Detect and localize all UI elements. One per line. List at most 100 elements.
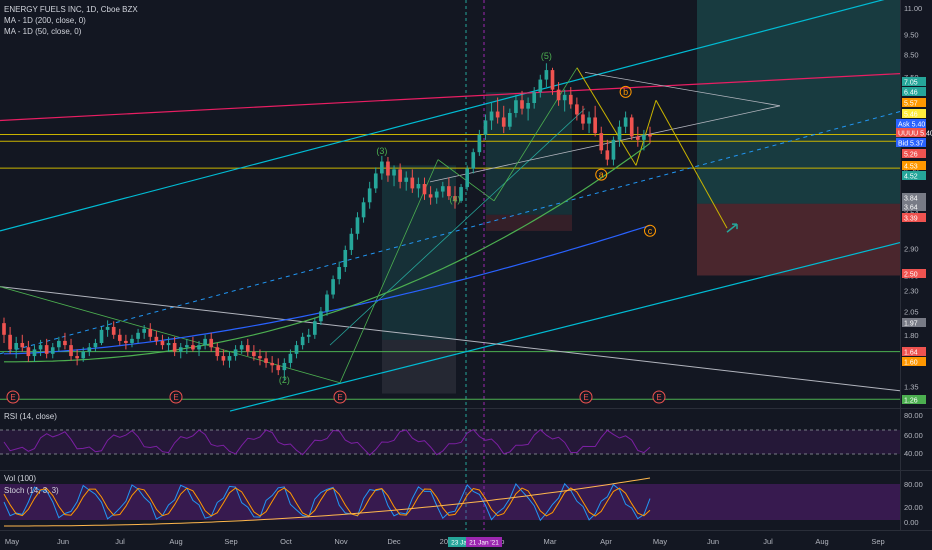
candle-body[interactable] bbox=[178, 347, 183, 352]
candle-body[interactable] bbox=[495, 111, 500, 118]
candle-body[interactable] bbox=[38, 345, 43, 350]
candle-body[interactable] bbox=[593, 117, 597, 134]
earnings-marker[interactable] bbox=[333, 390, 347, 404]
candle-body[interactable] bbox=[221, 356, 226, 361]
candle-body[interactable] bbox=[447, 186, 451, 197]
candle-body[interactable] bbox=[471, 152, 476, 169]
candle-body[interactable] bbox=[483, 120, 488, 135]
candle-body[interactable] bbox=[136, 332, 140, 339]
candle-body[interactable] bbox=[93, 343, 98, 348]
candle-body[interactable] bbox=[526, 102, 530, 109]
candle-body[interactable] bbox=[69, 345, 73, 357]
candle-body[interactable] bbox=[32, 349, 37, 357]
candle-body[interactable] bbox=[465, 168, 469, 188]
candle-body[interactable] bbox=[99, 329, 104, 344]
candle-body[interactable] bbox=[550, 70, 555, 90]
candle-body[interactable] bbox=[440, 186, 445, 192]
rsi-legend[interactable]: RSI (14, close) bbox=[4, 412, 57, 421]
candle-body[interactable] bbox=[404, 177, 409, 182]
candle-body[interactable] bbox=[605, 150, 610, 160]
candle-body[interactable] bbox=[306, 334, 311, 337]
candle-body[interactable] bbox=[191, 345, 195, 350]
candle-body[interactable] bbox=[117, 334, 122, 341]
candle-body[interactable] bbox=[349, 233, 354, 250]
candle-body[interactable] bbox=[617, 126, 622, 140]
candle-body[interactable] bbox=[111, 326, 116, 335]
candle-body[interactable] bbox=[581, 114, 585, 124]
ma50-legend[interactable]: MA - 1D (50, close, 0) bbox=[4, 27, 82, 36]
candle-body[interactable] bbox=[331, 279, 335, 295]
candle-body[interactable] bbox=[386, 161, 390, 176]
candle-body[interactable] bbox=[312, 321, 317, 335]
candle-body[interactable] bbox=[142, 328, 146, 333]
candle-body[interactable] bbox=[81, 351, 86, 359]
candle-body[interactable] bbox=[130, 338, 134, 344]
candle-body[interactable] bbox=[252, 351, 256, 357]
candlestick-series[interactable] bbox=[2, 63, 652, 381]
candle-body[interactable] bbox=[575, 104, 579, 115]
earnings-marker[interactable] bbox=[6, 390, 20, 404]
candle-body[interactable] bbox=[245, 345, 250, 352]
candle-body[interactable] bbox=[380, 161, 384, 174]
candle-body[interactable] bbox=[599, 133, 604, 151]
candle-body[interactable] bbox=[562, 94, 567, 101]
candle-body[interactable] bbox=[635, 136, 640, 140]
candle-body[interactable] bbox=[75, 356, 79, 359]
candle-body[interactable] bbox=[160, 340, 165, 346]
candle-body[interactable] bbox=[319, 311, 323, 322]
ma200-legend[interactable]: MA - 1D (200, close, 0) bbox=[4, 16, 86, 25]
candle-body[interactable] bbox=[105, 326, 110, 330]
candle-body[interactable] bbox=[410, 177, 415, 189]
candle-body[interactable] bbox=[459, 187, 463, 201]
candle-body[interactable] bbox=[398, 169, 402, 182]
candle-body[interactable] bbox=[520, 100, 524, 109]
candle-body[interactable] bbox=[8, 334, 12, 350]
candle-body[interactable] bbox=[629, 117, 634, 137]
candle-body[interactable] bbox=[568, 94, 573, 105]
candle-body[interactable] bbox=[373, 173, 378, 189]
candle-body[interactable] bbox=[172, 343, 177, 352]
candle-body[interactable] bbox=[514, 100, 518, 113]
candle-body[interactable] bbox=[623, 117, 628, 127]
candle-body[interactable] bbox=[556, 89, 561, 101]
candle-body[interactable] bbox=[648, 134, 652, 137]
candle-body[interactable] bbox=[355, 217, 360, 234]
candle-body[interactable] bbox=[343, 249, 348, 268]
candle-body[interactable] bbox=[367, 188, 372, 203]
candle-body[interactable] bbox=[154, 336, 159, 341]
earnings-marker[interactable] bbox=[169, 390, 183, 404]
candle-body[interactable] bbox=[361, 202, 366, 218]
earnings-marker[interactable] bbox=[652, 390, 666, 404]
candle-body[interactable] bbox=[508, 112, 512, 127]
candle-body[interactable] bbox=[227, 356, 232, 361]
candle-body[interactable] bbox=[233, 349, 238, 357]
candle-body[interactable] bbox=[325, 294, 329, 312]
candle-body[interactable] bbox=[203, 338, 207, 346]
candle-body[interactable] bbox=[538, 79, 543, 93]
candle-body[interactable] bbox=[422, 184, 427, 195]
candle-body[interactable] bbox=[288, 353, 293, 363]
candle-body[interactable] bbox=[428, 194, 433, 198]
candle-body[interactable] bbox=[282, 362, 287, 371]
candle-body[interactable] bbox=[294, 345, 299, 354]
candle-body[interactable] bbox=[148, 328, 153, 337]
candle-body[interactable] bbox=[258, 356, 262, 359]
candle-body[interactable] bbox=[270, 362, 274, 366]
candle-body[interactable] bbox=[124, 340, 128, 344]
candle-body[interactable] bbox=[453, 196, 457, 201]
stoch-legend[interactable]: Stoch (14, 3, 3) bbox=[4, 486, 59, 495]
candle-body[interactable] bbox=[264, 358, 268, 363]
candle-body[interactable] bbox=[57, 340, 61, 348]
symbol-title[interactable]: ENERGY FUELS INC, 1D, Cboe BZX bbox=[4, 5, 138, 14]
candle-body[interactable] bbox=[611, 139, 616, 160]
candle-body[interactable] bbox=[642, 134, 646, 140]
candle-body[interactable] bbox=[209, 338, 214, 348]
candle-body[interactable] bbox=[544, 70, 549, 80]
earnings-marker[interactable] bbox=[579, 390, 593, 404]
candle-body[interactable] bbox=[501, 117, 506, 127]
candle-body[interactable] bbox=[63, 340, 67, 346]
candle-body[interactable] bbox=[14, 343, 19, 350]
candle-body[interactable] bbox=[392, 169, 396, 176]
candle-body[interactable] bbox=[532, 92, 537, 103]
